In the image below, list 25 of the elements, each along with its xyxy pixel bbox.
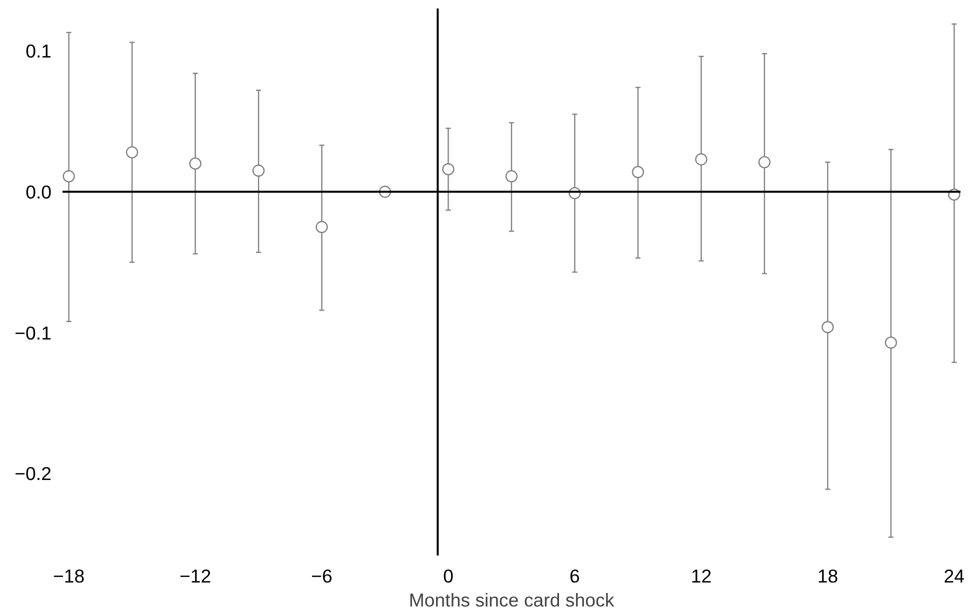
point [884,336,898,349]
point [316,220,328,234]
point [189,157,202,170]
x-tick-label: 24 [944,566,965,586]
point [252,164,265,177]
x-tick-label: −12 [179,566,212,586]
x-tick-label: 0 [443,566,454,586]
x-tick-label: 6 [570,566,580,586]
x-tick-label: 12 [690,566,712,586]
y-tick-label: 0.0 [26,181,52,202]
point [62,170,75,182]
point [505,170,518,182]
point [758,156,771,168]
point [695,153,708,166]
point [126,146,138,158]
x-tick-label: −6 [311,566,332,586]
x-tick-label: 18 [817,566,838,586]
point [822,321,834,334]
x-tick-label: −18 [53,566,85,586]
y-tick-label: −0.2 [14,463,52,484]
y-tick-label: −0.1 [14,322,52,344]
point [442,163,454,176]
point [632,166,644,178]
y-tick-label: 0.1 [26,40,52,62]
x-axis-title: Months since card shock [408,590,615,610]
